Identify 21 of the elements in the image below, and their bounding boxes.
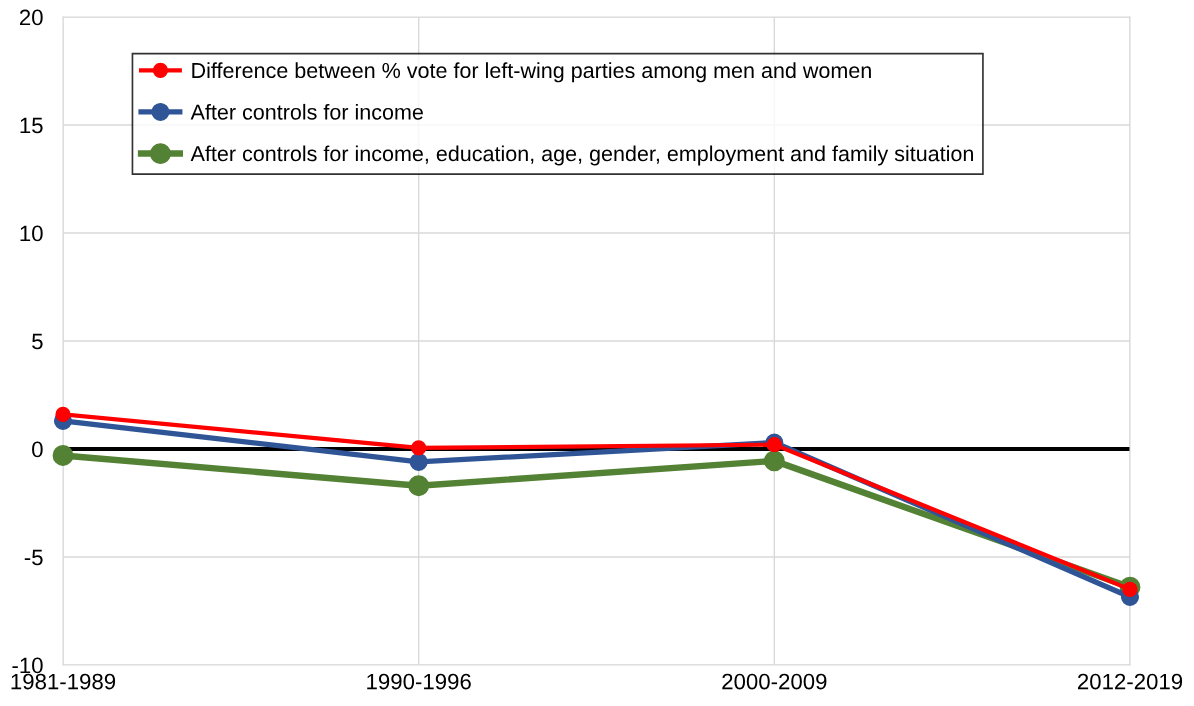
y-tick-label: 10 (20, 225, 43, 242)
point (52, 445, 74, 466)
x-tick-label: 1990-1996 (367, 673, 471, 690)
y-tick-label: -5 (24, 549, 43, 566)
point (55, 406, 71, 423)
point (409, 452, 428, 471)
y-tick-label: 0 (32, 441, 43, 458)
legend-label: After controls for income (190, 103, 423, 120)
y-tick-label: -10 (12, 657, 43, 674)
x-tick-label: 1981-1989 (11, 673, 116, 690)
x-tick-label: 2012-2019 (1077, 673, 1183, 690)
legend-label: After controls for income, education, age, gender, employment and family situation (190, 145, 973, 166)
y-tick-label: 15 (20, 117, 43, 134)
point (763, 450, 785, 472)
legend-label: Difference between % vote for left-wing parties among men and women (192, 62, 871, 83)
point (411, 440, 427, 456)
y-tick-label: 5 (32, 333, 43, 350)
y-tick-label: 20 (19, 9, 43, 26)
x-tick-label: 2000-2009 (722, 673, 827, 690)
point (408, 475, 430, 497)
point (766, 437, 782, 453)
